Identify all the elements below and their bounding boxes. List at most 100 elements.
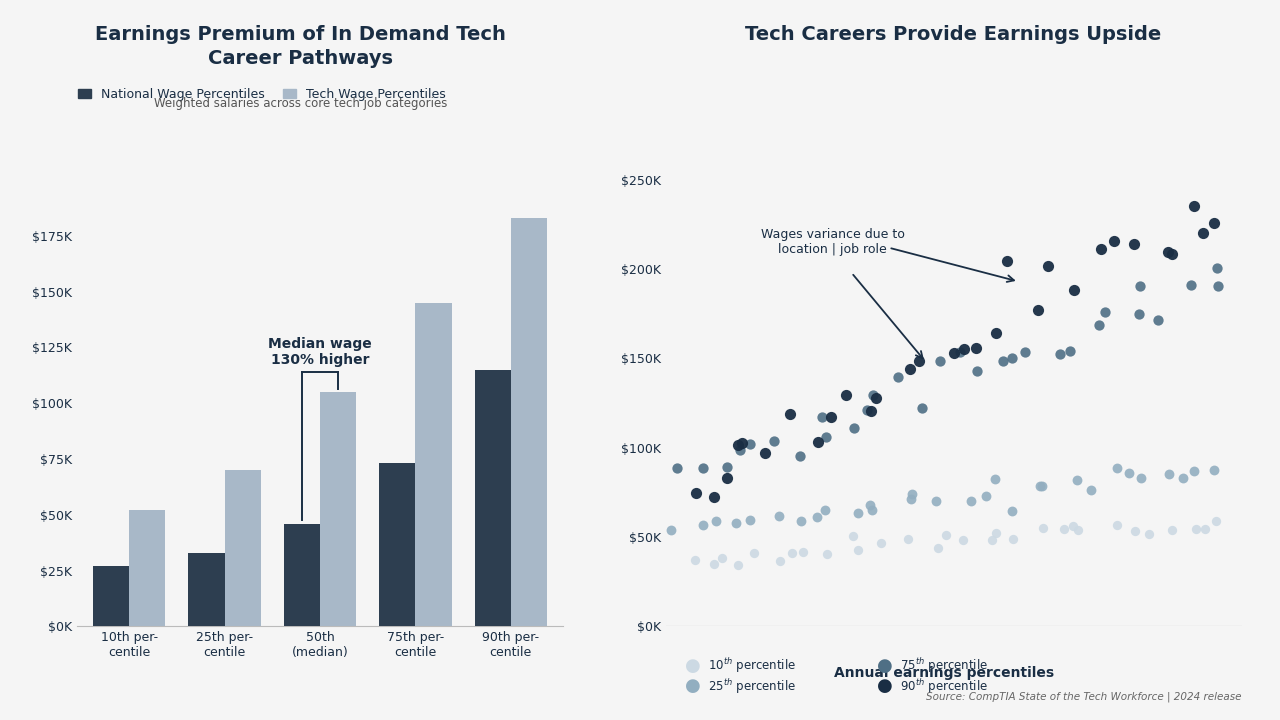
Point (909, 355, 929, 366)
Point (1060, 345, 1080, 356)
Point (943, 348, 964, 359)
Point (764, 436, 785, 447)
Point (717, 473, 737, 485)
Point (704, 492, 724, 503)
Text: Tech Careers Provide Earnings Upside: Tech Careers Provide Earnings Upside (745, 25, 1162, 44)
Point (986, 327, 1006, 338)
Point (1096, 307, 1116, 318)
Text: Earnings Premium of In Demand Tech
Career Pathways: Earnings Premium of In Demand Tech Caree… (96, 25, 506, 68)
Point (856, 404, 877, 415)
Point (717, 461, 737, 472)
Point (1130, 472, 1151, 483)
Point (808, 436, 828, 447)
Point (692, 519, 713, 531)
Point (847, 544, 868, 555)
Point (977, 490, 997, 501)
Point (1148, 315, 1169, 326)
Point (1088, 320, 1108, 331)
Point (1124, 238, 1144, 250)
Point (1162, 248, 1183, 259)
Point (986, 528, 1006, 539)
Point (1064, 520, 1084, 531)
Text: 25$^{th}$ percentile: 25$^{th}$ percentile (708, 677, 796, 696)
Point (1162, 524, 1183, 536)
Point (863, 505, 883, 516)
Text: 75$^{th}$ percentile: 75$^{th}$ percentile (900, 657, 988, 675)
Bar (188, 553, 224, 626)
Point (1129, 308, 1149, 320)
Point (814, 505, 835, 516)
Point (1028, 305, 1048, 316)
Point (1207, 262, 1228, 274)
Point (1192, 227, 1212, 238)
Point (782, 547, 803, 559)
Point (860, 405, 881, 416)
Legend: National Wage Percentiles, Tech Wage Percentiles: National Wage Percentiles, Tech Wage Per… (78, 88, 445, 101)
Bar (93, 566, 129, 626)
Point (667, 462, 687, 474)
Point (744, 547, 764, 559)
Point (1001, 353, 1021, 364)
Point (982, 534, 1002, 546)
Point (1158, 469, 1179, 480)
Point (925, 495, 946, 507)
Point (900, 493, 920, 505)
Text: ●: ● (685, 657, 700, 675)
Text: Wages variance due to
location | job role: Wages variance due to location | job rol… (760, 228, 905, 256)
Point (704, 558, 724, 570)
Point (992, 355, 1012, 366)
Point (769, 510, 790, 522)
Point (1180, 279, 1201, 291)
Point (730, 444, 750, 456)
Point (860, 500, 881, 511)
Point (1032, 480, 1052, 491)
Point (900, 363, 920, 374)
Point (1004, 534, 1024, 545)
Point (817, 548, 837, 559)
Point (808, 511, 828, 523)
Point (692, 462, 713, 474)
Point (790, 451, 810, 462)
Point (847, 507, 868, 518)
Point (1130, 280, 1151, 292)
Point (872, 538, 892, 549)
Point (740, 438, 760, 450)
Point (966, 366, 987, 377)
Point (1029, 480, 1050, 492)
Bar (511, 218, 547, 626)
Point (901, 489, 922, 500)
Point (791, 515, 812, 526)
Point (1068, 474, 1088, 485)
Point (755, 448, 776, 459)
Point (1158, 246, 1179, 258)
Point (1125, 525, 1146, 536)
Point (1068, 524, 1088, 536)
Point (1119, 467, 1139, 479)
Point (887, 371, 908, 382)
Point (867, 392, 887, 404)
Point (1184, 200, 1204, 212)
Point (1064, 284, 1084, 296)
Point (863, 389, 883, 400)
Point (965, 342, 986, 354)
Text: Source: CompTIA State of the Tech Workforce | 2024 release: Source: CompTIA State of the Tech Workfo… (927, 691, 1242, 702)
Point (1206, 516, 1226, 527)
Point (732, 438, 753, 449)
Point (911, 402, 932, 414)
Point (1204, 217, 1225, 228)
Point (822, 411, 842, 423)
Point (950, 346, 970, 358)
Bar (379, 464, 416, 626)
Point (769, 556, 790, 567)
Point (728, 439, 749, 451)
Point (740, 514, 760, 526)
Point (812, 411, 832, 423)
Bar (416, 302, 452, 626)
Text: ●: ● (685, 677, 700, 696)
Point (705, 516, 726, 527)
Text: Annual earnings percentiles: Annual earnings percentiles (835, 666, 1055, 680)
Point (1002, 505, 1023, 516)
Point (897, 534, 918, 545)
Point (686, 487, 707, 499)
Point (1107, 519, 1128, 531)
